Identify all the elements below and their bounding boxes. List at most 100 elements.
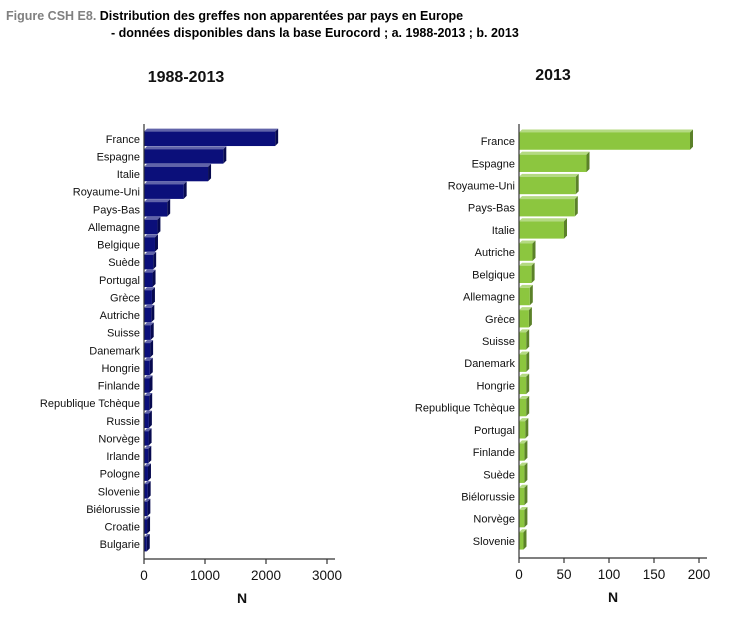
bar-side-face	[157, 216, 161, 235]
bar-top-face	[144, 533, 150, 537]
category-label: Royaume-Uni	[448, 181, 515, 193]
bar-side-face	[149, 392, 153, 411]
category-label: Italie	[117, 169, 140, 181]
bar-top-face	[144, 322, 154, 326]
category-label: Belgique	[97, 240, 140, 252]
bar-side-face	[523, 529, 527, 550]
bar-top-face	[519, 529, 527, 533]
bar-side-face	[149, 375, 153, 393]
bar-top-face	[144, 340, 154, 344]
bar-side-face	[147, 516, 151, 534]
bar	[519, 243, 533, 261]
bar-top-face	[519, 484, 528, 488]
bar-side-face	[151, 304, 155, 323]
bar	[144, 237, 155, 252]
bar-side-face	[524, 507, 528, 528]
bar-side-face	[146, 533, 150, 552]
bar-side-face	[275, 128, 279, 147]
chart-title: 1988-2013	[148, 69, 225, 86]
bar	[519, 287, 530, 306]
caption-line-1: Figure CSH E8. Distribution des greffes …	[6, 8, 519, 25]
bar-top-face	[144, 128, 279, 132]
bar-side-face	[149, 357, 153, 376]
category-label: Slovenie	[473, 536, 515, 548]
bar-top-face	[144, 481, 151, 485]
bar-top-face	[519, 307, 532, 311]
bar-top-face	[519, 218, 567, 222]
bar-top-face	[144, 234, 158, 238]
category-label: Allemagne	[463, 292, 515, 304]
category-label: Norvège	[98, 433, 140, 445]
category-label: Norvège	[473, 514, 515, 526]
bar-side-face	[154, 234, 158, 252]
bar-side-face	[525, 418, 529, 439]
bar-side-face	[690, 129, 693, 150]
x-tick-label: 0	[515, 567, 523, 582]
bar	[144, 431, 149, 446]
bar	[519, 176, 576, 195]
bar	[144, 307, 152, 323]
bar	[144, 448, 149, 464]
bar-side-face	[526, 373, 530, 395]
bar	[144, 184, 184, 199]
bar-side-face	[151, 287, 155, 305]
x-axis-label: N	[608, 589, 618, 605]
category-label: Finlande	[98, 381, 140, 393]
bar-top-face	[144, 181, 187, 185]
bar	[144, 202, 168, 217]
bar	[519, 199, 575, 217]
bar-top-face	[519, 329, 530, 333]
bar-side-face	[529, 284, 533, 306]
category-label: Slovenie	[98, 486, 140, 498]
bar-top-face	[519, 284, 533, 288]
bar-top-face	[144, 428, 152, 432]
bar	[519, 510, 525, 528]
category-label: Portugal	[99, 275, 140, 287]
category-label: Suisse	[482, 336, 515, 348]
bar	[144, 466, 148, 481]
bar-top-face	[144, 287, 155, 291]
category-label: Hongrie	[476, 380, 515, 392]
category-label: Grèce	[485, 314, 515, 326]
bar	[144, 325, 151, 340]
category-label: Suède	[108, 257, 140, 269]
bar	[519, 443, 525, 461]
caption-text: Distribution des greffes non apparentées…	[99, 9, 464, 23]
x-tick-label: 2000	[251, 568, 281, 583]
x-tick-label: 100	[598, 567, 621, 582]
category-label: Croatie	[105, 522, 140, 534]
category-label: Biélorussie	[461, 491, 515, 503]
bar-top-face	[519, 262, 535, 266]
category-label: Hongrie	[101, 363, 140, 375]
bar	[144, 413, 149, 429]
bar	[519, 354, 527, 372]
bar	[144, 219, 158, 235]
bar-top-face	[519, 129, 693, 133]
bar	[144, 290, 152, 305]
category-label: Suède	[483, 469, 515, 481]
category-label: Suisse	[107, 328, 140, 340]
category-label: Republique Tchèque	[415, 403, 515, 415]
bar-top-face	[519, 240, 536, 244]
bar-side-face	[147, 463, 151, 481]
x-tick-label: 150	[643, 567, 666, 582]
bar-top-face	[144, 445, 152, 449]
bar	[519, 154, 587, 172]
bar	[144, 149, 224, 164]
caption-lead: Figure CSH E8.	[6, 9, 97, 23]
bar-top-face	[144, 304, 155, 308]
bar-side-face	[532, 240, 536, 261]
bar-side-face	[150, 322, 154, 340]
chart-title: 2013	[535, 67, 571, 84]
bar-top-face	[144, 516, 151, 520]
bar	[519, 332, 527, 350]
category-label: Russie	[106, 416, 140, 428]
bar-side-face	[208, 163, 212, 182]
category-label: Danemark	[464, 358, 515, 370]
category-label: Danemark	[89, 345, 140, 357]
bar-side-face	[575, 173, 579, 195]
category-label: Grèce	[110, 292, 140, 304]
bar-top-face	[519, 151, 590, 155]
x-tick-label: 200	[688, 567, 711, 582]
